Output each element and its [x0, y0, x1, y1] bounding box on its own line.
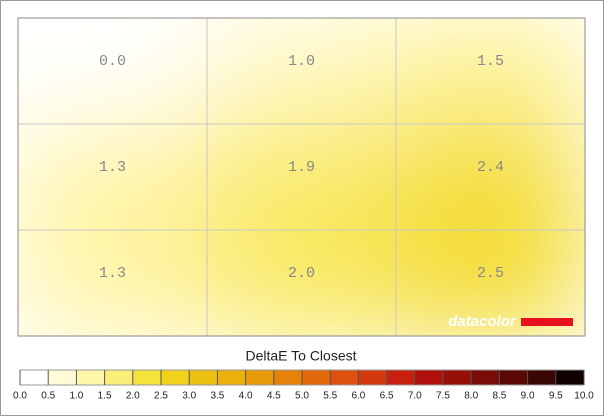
scale-tick-label: 5.0 — [295, 391, 309, 402]
scale-swatch — [499, 370, 528, 385]
scale-tick-label: 7.0 — [408, 391, 422, 402]
cell-value-label: 2.5 — [477, 265, 504, 282]
color-scale: 0.0 0.5 1.0 1.5 2.0 2.5 3.0 3.5 4.0 4.5 5.0 5.5 6.0 6… — [13, 369, 594, 402]
scale-swatch — [161, 370, 190, 385]
chart-title: DeltaE To Closest — [245, 348, 356, 364]
scale-tick-label: 2.5 — [154, 391, 168, 402]
heatmap — [18, 18, 585, 336]
scale-tick-label: 0.5 — [41, 391, 55, 402]
heat-cell — [18, 18, 208, 125]
plot-border — [17, 17, 586, 337]
scale-tick-label: 0.0 — [13, 391, 27, 402]
scale-tick-label: 10.0 — [574, 391, 594, 402]
scale-tick-label: 5.5 — [323, 391, 337, 402]
scale-tick-label: 7.5 — [436, 391, 450, 402]
scale-swatch — [245, 370, 274, 385]
cell-value-label: 2.0 — [288, 265, 315, 282]
scale-swatch — [414, 370, 443, 385]
scale-swatch — [132, 370, 161, 385]
heat-cell — [207, 230, 397, 336]
scale-swatch — [217, 370, 246, 385]
scale-swatch — [555, 370, 584, 385]
scale-swatch — [189, 370, 218, 385]
heat-cell — [396, 18, 585, 125]
brand-logo: datacolor — [448, 313, 517, 330]
scale-tick-label: 6.0 — [351, 391, 365, 402]
scale-swatch — [20, 370, 49, 385]
scale-tick-label: 4.5 — [267, 391, 281, 402]
heat-cell — [396, 124, 585, 231]
cell-value-label: 1.3 — [99, 265, 126, 282]
scale-swatch — [386, 370, 415, 385]
scale-tick-label: 3.0 — [182, 391, 196, 402]
scale-tick-label: 2.0 — [126, 391, 140, 402]
scale-swatch — [302, 370, 331, 385]
cell-value-label: 1.9 — [288, 159, 315, 176]
scale-tick-label: 4.0 — [239, 391, 253, 402]
cell-value-label: 0.0 — [99, 53, 126, 70]
scale-tick-label: 1.0 — [69, 391, 83, 402]
scale-swatch — [471, 370, 500, 385]
scale-swatch — [48, 370, 77, 385]
scale-swatch — [76, 370, 105, 385]
cell-value-label: 1.0 — [288, 53, 315, 70]
scale-swatch — [443, 370, 472, 385]
scale-tick-label: 8.0 — [464, 391, 478, 402]
scale-swatch — [330, 370, 359, 385]
scale-tick-label: 9.5 — [549, 391, 563, 402]
cell-value-label: 1.3 — [99, 159, 126, 176]
cell-value-label: 2.4 — [477, 159, 504, 176]
scale-tick-label: 6.5 — [380, 391, 394, 402]
plot-overlay: 0.0 1.0 1.5 1.3 1.9 2.4 1.3 2.0 2.5 — [18, 18, 585, 336]
heat-cell — [207, 18, 397, 125]
cell-value-label: 1.5 — [477, 53, 504, 70]
scale-swatch — [273, 370, 302, 385]
heat-cell — [18, 230, 208, 336]
heat-cells — [18, 18, 585, 336]
scale-swatch — [527, 370, 556, 385]
scale-tick-label: 8.5 — [492, 391, 506, 402]
brand-bar — [521, 318, 573, 326]
scale-swatch — [104, 370, 133, 385]
scale-tick-label: 9.0 — [521, 391, 535, 402]
scale-tick-label: 3.5 — [210, 391, 224, 402]
scale-tick-label: 1.5 — [98, 391, 112, 402]
heat-cell — [18, 124, 208, 231]
heat-cell — [207, 124, 397, 231]
scale-swatch — [358, 370, 387, 385]
